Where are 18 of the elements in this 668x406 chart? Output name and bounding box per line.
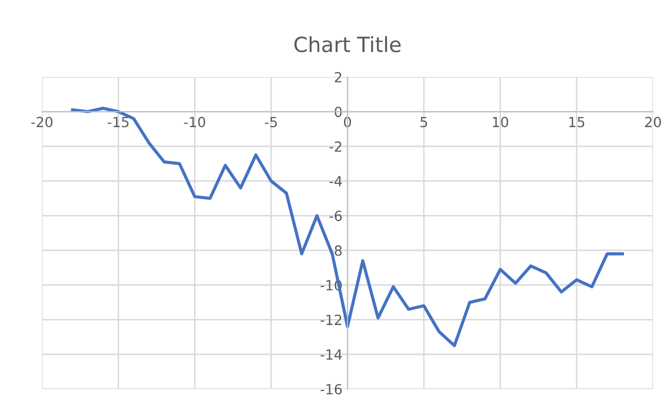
x-tick-label: 15 — [569, 116, 584, 128]
x-tick-label: -5 — [264, 116, 277, 128]
x-tick-label: 10 — [492, 116, 508, 128]
y-tick-label: -6 — [329, 210, 342, 222]
y-tick-label: -14 — [320, 349, 342, 360]
y-tick-label: -2 — [329, 141, 342, 152]
y-tick-label: 2 — [334, 72, 342, 82]
x-tick-label: -15 — [108, 116, 129, 128]
x-tick-label: -20 — [31, 116, 52, 128]
x-tick-label: -10 — [184, 116, 206, 128]
y-tick-label: -16 — [320, 384, 342, 394]
y-tick-label: 0 — [334, 106, 342, 118]
chart-title: Chart Title — [294, 36, 401, 52]
line-series — [71, 106, 624, 348]
x-tick-label: 5 — [420, 116, 428, 128]
x-tick-label: 20 — [645, 116, 661, 128]
y-tick-label: -4 — [329, 176, 342, 186]
y-tick-label: -12 — [320, 314, 342, 325]
